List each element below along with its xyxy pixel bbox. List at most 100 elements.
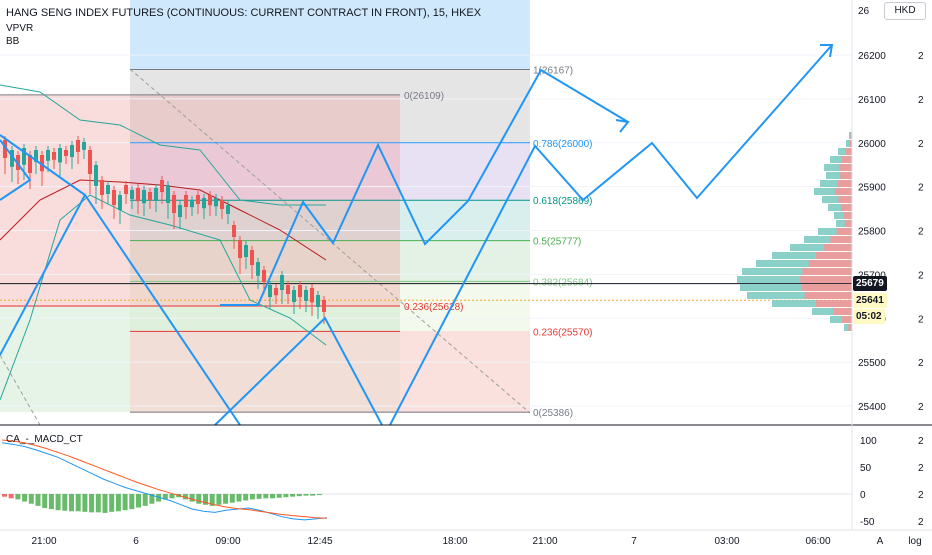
candle-body <box>34 150 38 162</box>
macd-histogram-bar <box>310 494 316 496</box>
price-tick-label: 25500 <box>858 358 886 369</box>
vpvr-bar-down <box>802 268 852 275</box>
macd-tick-label: -50 <box>860 517 875 528</box>
vpvr-bar-down <box>843 212 852 219</box>
vpvr-bar-up <box>830 316 852 323</box>
vpvr-bar-up <box>742 268 852 275</box>
candle-body <box>322 300 326 312</box>
candle-body <box>208 195 212 206</box>
vpvr-bar-down <box>840 172 852 179</box>
vpvr-bar-down <box>808 260 852 267</box>
macd-tick-secondary: 2 <box>918 463 924 474</box>
vpvr-bar-up <box>834 212 852 219</box>
macd-histogram-bar <box>8 494 14 499</box>
vpvr-bar-up <box>772 300 852 307</box>
zigzag-line-c <box>0 194 86 356</box>
candle-body <box>3 140 7 158</box>
candle-body <box>112 190 116 205</box>
arrow-head-2 <box>820 44 834 58</box>
candle-body <box>28 155 32 173</box>
macd-histogram-bar <box>102 494 108 513</box>
vpvr-bar-down <box>816 300 852 307</box>
fib-level-label: 1(26167) <box>533 65 573 76</box>
time-tick-label: 21:00 <box>532 536 557 547</box>
macd-histogram-bar <box>196 494 202 504</box>
candle-body <box>274 288 278 296</box>
auto-scale-button[interactable]: A <box>877 536 884 547</box>
macd-histogram-bar <box>182 494 188 500</box>
vpvr-bar-down <box>801 284 852 291</box>
vpvr-bar-up <box>849 132 852 139</box>
candle-body <box>310 288 314 303</box>
fib-level-label: 0.5(25777) <box>533 237 581 248</box>
candle-body <box>172 195 176 213</box>
fib-b-level-label: 0(26109) <box>404 91 444 102</box>
macd-indicator-name[interactable]: CA_-_MACD_CT <box>6 434 83 445</box>
macd-histogram-bar <box>55 494 61 511</box>
vpvr-bar-up <box>812 308 852 315</box>
candle-body <box>256 262 260 276</box>
vpvr-bar-down <box>848 324 852 331</box>
last-price-badge: 25679 <box>853 276 887 291</box>
candle-body <box>178 205 182 217</box>
macd-histogram-bar <box>28 494 34 504</box>
candle-body <box>58 148 62 163</box>
vpvr-bar-down <box>845 148 852 155</box>
candle-body <box>52 152 56 160</box>
price-tick-label: 25800 <box>858 227 886 238</box>
currency-button[interactable]: HKD <box>884 2 928 20</box>
vpvr-bar-down <box>800 276 852 283</box>
macd-histogram-bar <box>270 494 275 499</box>
vpvr-bar-up <box>814 188 852 195</box>
macd-histogram-bar <box>229 494 235 503</box>
time-tick-label: 21:00 <box>31 536 56 547</box>
vpvr-bar-up <box>737 276 852 283</box>
macd-histogram-bar <box>42 494 48 509</box>
log-scale-button[interactable]: log <box>908 536 921 547</box>
macd-line <box>1 442 327 521</box>
candle-body <box>304 290 308 301</box>
macd-histogram-bar <box>162 494 168 500</box>
vpvr-bar-up <box>844 324 852 331</box>
vpvr-bar-up <box>846 140 852 147</box>
macd-histogram-bar <box>89 494 95 513</box>
vpvr-bar-up <box>822 196 852 203</box>
candle-body <box>220 200 224 209</box>
macd-histogram-bar <box>136 494 141 508</box>
candle-body <box>166 185 170 203</box>
fib-b-level-label: 0.236(25570) <box>533 327 593 338</box>
vpvr-bar-down <box>838 196 852 203</box>
vpvr-bar-down <box>830 236 852 243</box>
candle-body <box>76 140 80 152</box>
vpvr-bar-up <box>820 180 852 187</box>
vpvr-bar-down <box>834 188 852 195</box>
currency-label: HKD <box>884 2 926 20</box>
candle-body <box>82 142 86 150</box>
vpvr-bar-down <box>844 220 852 227</box>
vpvr-bar-down <box>804 292 852 299</box>
candle-body <box>64 150 68 156</box>
fib-level-label: 0.382(25684) <box>533 277 593 288</box>
candle-body <box>100 180 104 195</box>
price-tick-secondary: 2 <box>918 139 924 150</box>
macd-tick-secondary: 2 <box>918 490 924 501</box>
vpvr-bar-up <box>818 228 852 235</box>
indicator-bb[interactable]: BB <box>6 36 20 47</box>
macd-histogram-bar <box>316 494 322 496</box>
macd-tick-label: 50 <box>860 463 872 474</box>
time-tick-label: 12:45 <box>307 536 332 547</box>
candle-body <box>160 180 164 192</box>
macd-histogram-bar <box>276 494 282 498</box>
candle-body <box>298 285 302 297</box>
time-tick-label: 09:00 <box>215 536 240 547</box>
macd-histogram-bar <box>2 494 7 497</box>
indicator-vpvr[interactable]: VPVR <box>6 23 33 34</box>
fib-b-region-pink <box>130 331 530 413</box>
macd-histogram-bar <box>149 494 155 504</box>
candle-body <box>142 190 146 204</box>
price-tick-label: 25900 <box>858 183 886 194</box>
bb-upper-band <box>0 84 326 206</box>
candle-body <box>70 145 74 157</box>
